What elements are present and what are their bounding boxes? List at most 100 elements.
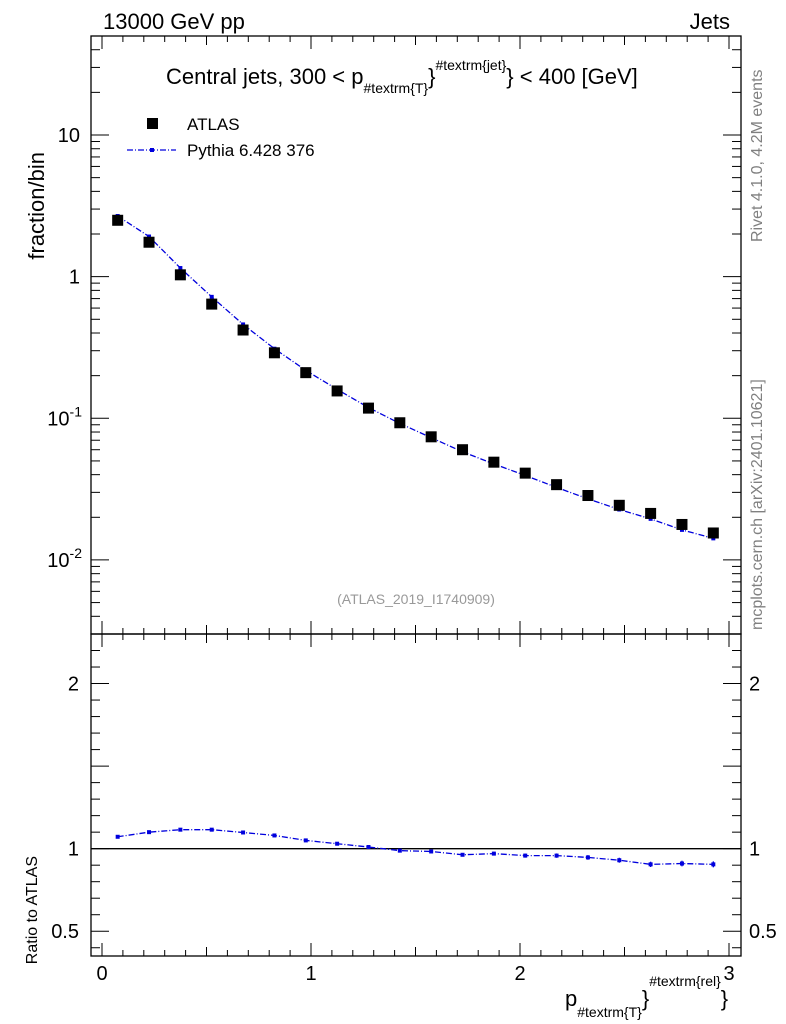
ratio-point: [679, 861, 684, 866]
xlabel-part-brace: }: [642, 986, 649, 1011]
ratio-point: [178, 827, 183, 832]
ratio-point: [491, 851, 496, 856]
ratio-y-tick-label-right: 1: [749, 839, 760, 861]
main-title: Central jets, 300 < p#textrm{T}}#textrm{…: [166, 57, 638, 96]
ratio-y-tick-labels: 0.5 0.5 1 1 2 2: [51, 674, 777, 944]
pythia-point: [147, 234, 152, 239]
main-y-tick-base: 10: [47, 550, 69, 572]
main-y-tick-exponent: -2: [70, 545, 83, 561]
xlabel-part-sup: #textrm{rel}: [649, 973, 721, 989]
atlas-point: [300, 367, 312, 379]
title-part-sub: #textrm{T}: [364, 80, 429, 96]
ratio-x-tick-label: 2: [514, 963, 525, 985]
legend-atlas-marker: [147, 118, 158, 129]
atlas-point: [112, 214, 124, 226]
ratio-panel-frame: [90, 633, 742, 957]
ratio-y-tick-label-right: 0.5: [749, 921, 777, 943]
atlas-point: [488, 456, 500, 468]
analysis-watermark: (ATLAS_2019_I1740909): [337, 591, 495, 607]
atlas-point: [582, 490, 594, 502]
ratio-point: [554, 853, 559, 858]
ratio-point: [429, 849, 434, 854]
ratio-axis-ticks: [91, 634, 741, 956]
atlas-point: [362, 402, 374, 414]
ratio-y-tick-label-left: 0.5: [51, 921, 79, 943]
pythia-point: [209, 294, 214, 299]
ratio-point: [272, 833, 277, 838]
title-part-main: Central jets, 300 < p: [166, 64, 364, 89]
main-y-tick-base: 1: [69, 267, 80, 289]
rivet-version-label: Rivet 4.1.0, 4.2M events: [749, 69, 766, 242]
ratio-y-tick-label-left: 1: [68, 839, 79, 861]
header-energy-label: 13000 GeV pp: [103, 9, 245, 34]
ratio-x-tick-label: 3: [723, 963, 734, 985]
main-y-axis-label: fraction/bin: [24, 152, 49, 260]
main-y-tick-label: 10-1: [47, 403, 82, 430]
main-y-tick-base: 10: [47, 408, 69, 430]
legend: ATLAS Pythia 6.428 376: [127, 115, 315, 160]
ratio-point: [303, 838, 308, 843]
title-part-end: } < 400 [GeV]: [506, 64, 637, 89]
ratio-point: [585, 855, 590, 860]
ratio-point: [648, 862, 653, 867]
atlas-point: [394, 417, 406, 429]
legend-pythia-label: Pythia 6.428 376: [187, 141, 315, 160]
title-part-sup: #textrm{jet}: [435, 57, 506, 73]
ratio-point: [523, 853, 528, 858]
main-y-tick-label: 10: [58, 125, 80, 147]
legend-pythia-marker: [150, 148, 154, 152]
ratio-point: [711, 862, 716, 867]
atlas-point: [268, 347, 280, 359]
x-axis-label: p#textrm{T}}#textrm{rel}}: [565, 973, 728, 1020]
atlas-point: [645, 507, 657, 519]
ratio-point: [115, 834, 120, 839]
atlas-point: [676, 518, 688, 530]
ratio-x-tick-label: 1: [305, 963, 316, 985]
main-series-layer: [112, 214, 719, 541]
ratio-point: [397, 848, 402, 853]
ratio-curve: [117, 829, 714, 866]
ratio-point: [366, 845, 371, 850]
ratio-point: [460, 852, 465, 857]
pythia-point: [178, 266, 183, 271]
ratio-y-tick-label-right: 2: [749, 674, 760, 696]
ratio-point: [335, 841, 340, 846]
atlas-point: [519, 467, 531, 479]
atlas-point: [331, 385, 343, 397]
atlas-point: [707, 527, 719, 539]
main-y-tick-label: 1: [69, 267, 80, 289]
main-axis-ticks: [91, 35, 741, 635]
ratio-point: [147, 830, 152, 835]
ratio-y-axis-label: Ratio to ATLAS: [24, 856, 41, 964]
pythia-curve: [117, 215, 714, 539]
main-y-tick-base: 10: [58, 125, 80, 147]
atlas-point: [237, 324, 249, 336]
ratio-y-tick-label-left: 2: [68, 674, 79, 696]
ratio-point: [617, 858, 622, 863]
atlas-point: [174, 269, 186, 281]
legend-atlas-label: ATLAS: [187, 115, 240, 134]
atlas-point: [551, 479, 563, 491]
header-category-label: Jets: [690, 9, 730, 34]
main-y-tick-exponent: -1: [70, 403, 83, 419]
ratio-point: [241, 830, 246, 835]
pythia-point: [241, 322, 246, 327]
atlas-point: [143, 236, 155, 248]
ratio-x-tick-label: 0: [96, 963, 107, 985]
ratio-x-tick-labels: 0 1 2 3: [96, 963, 734, 985]
ratio-point: [209, 827, 214, 832]
ratio-series-layer: [91, 827, 741, 868]
title-part-brace: }: [428, 64, 435, 89]
xlabel-part-end: }: [721, 986, 728, 1011]
atlas-point: [425, 431, 437, 443]
mcplots-reference-label: mcplots.cern.ch [arXiv:2401.10621]: [749, 379, 766, 630]
atlas-point: [457, 444, 469, 456]
xlabel-part-sub: #textrm{T}: [577, 1004, 642, 1020]
xlabel-part-main: p: [565, 986, 577, 1011]
main-y-tick-label: 10-2: [47, 545, 82, 572]
atlas-point: [206, 298, 218, 310]
